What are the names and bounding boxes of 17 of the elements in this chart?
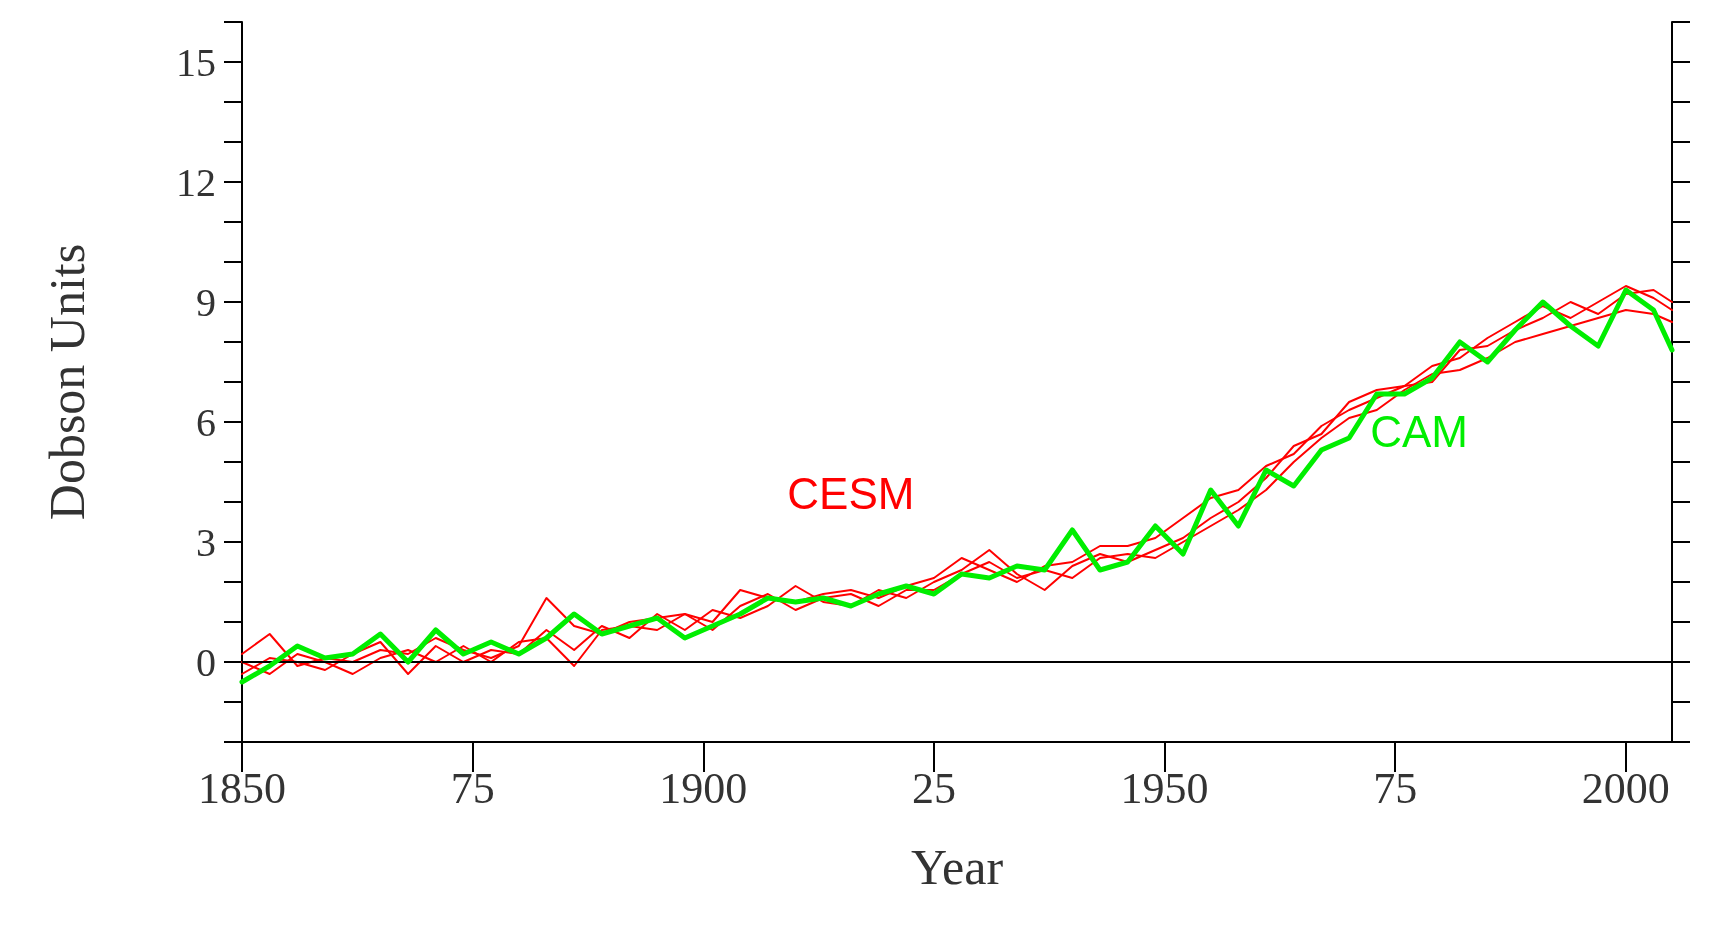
series-label: CESM <box>787 468 915 518</box>
x-axis-title: Year <box>910 839 1004 895</box>
x-tick-label: 1900 <box>659 763 748 813</box>
x-tick-label: 75 <box>450 763 495 813</box>
x-tick-label: 1850 <box>198 763 286 813</box>
y-tick-label: 9 <box>196 279 216 325</box>
y-tick-label: 6 <box>196 399 216 445</box>
series-label: CAM <box>1370 406 1468 456</box>
y-tick-label: 3 <box>196 519 216 565</box>
x-tick-label: 2000 <box>1581 763 1670 813</box>
x-tick-label: 1950 <box>1120 763 1209 813</box>
y-axis-title: Dobson Units <box>39 243 95 521</box>
y-tick-label: 15 <box>176 39 216 85</box>
x-tick-label: 75 <box>1373 763 1418 813</box>
x-tick-label: 25 <box>911 763 956 813</box>
y-tick-label: 12 <box>176 159 216 205</box>
y-tick-label: 0 <box>196 639 216 685</box>
